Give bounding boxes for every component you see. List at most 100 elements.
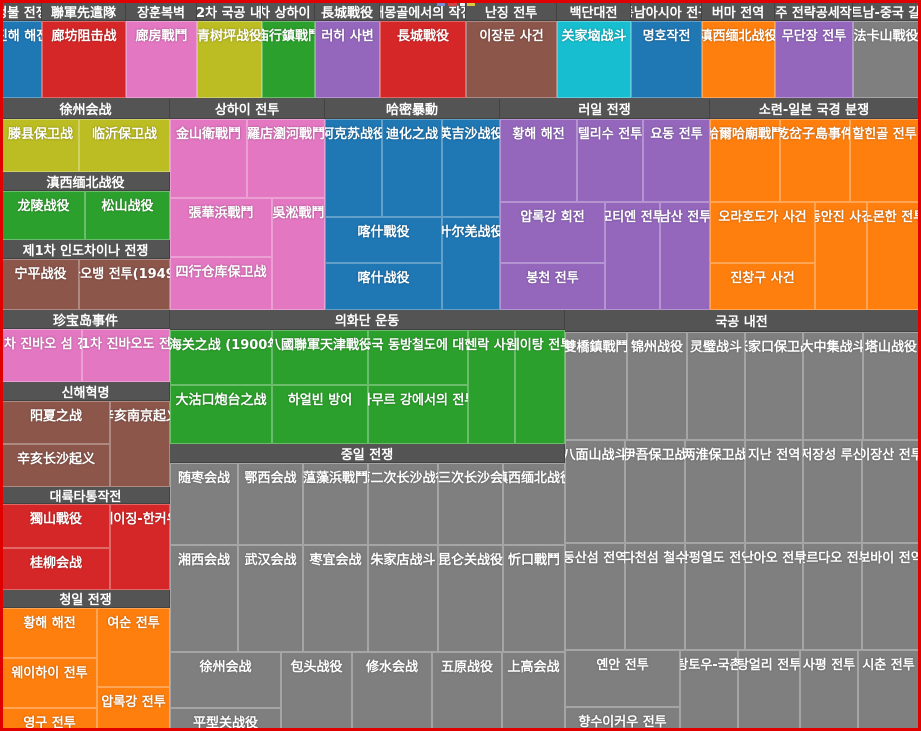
treemap-cell-喀什战役[interactable]: 喀什战役 bbox=[325, 263, 442, 310]
treemap-cell-鄂西会战[interactable]: 鄂西会战 bbox=[238, 463, 303, 545]
treemap-cell-시춘-전투[interactable]: 시춘 전투 bbox=[858, 650, 919, 729]
treemap-cell-모티엔-전투[interactable]: 모티엔 전투 bbox=[605, 202, 660, 310]
treemap-cell-滇西缅北战役[interactable]: 滇西缅北战役 bbox=[503, 463, 565, 545]
treemap-cell-雙橋鎮戰鬥[interactable]: 雙橋鎮戰鬥 bbox=[565, 332, 627, 440]
treemap-cell-진해-해전[interactable]: 진해 해전 bbox=[2, 21, 42, 98]
treemap-cell-宁平战役[interactable]: 宁平战役 bbox=[2, 259, 79, 310]
treemap-cell-四行仓库保卫战[interactable]: 四行仓库保卫战 bbox=[170, 257, 272, 310]
treemap-cell-廊房戰鬥[interactable]: 廊房戰鬥 bbox=[126, 21, 197, 98]
treemap-cell-桂柳会战[interactable]: 桂柳会战 bbox=[2, 548, 110, 590]
treemap-cell-제1차-진바오도-전투[interactable]: 제1차 진바오도 전투 bbox=[82, 329, 170, 382]
group-header-국공-내전[interactable]: 국공 내전 bbox=[565, 310, 919, 332]
treemap-cell-탕얼리-전투[interactable]: 탕얼리 전투 bbox=[738, 650, 800, 729]
treemap-cell-湘西会战[interactable]: 湘西会战 bbox=[170, 545, 238, 652]
treemap-cell-황해-해전[interactable]: 황해 해전 bbox=[2, 608, 97, 658]
group-header-徐州会战[interactable]: 徐州会战 bbox=[2, 99, 170, 119]
group-header-長城戰役[interactable]: 長城戰役 bbox=[315, 2, 380, 21]
treemap-cell-중국-동방철도에-대한[interactable]: 중국 동방철도에 대한 bbox=[368, 330, 468, 385]
treemap-cell-廊坊阻击战[interactable]: 廊坊阻击战 bbox=[42, 21, 126, 98]
group-header-哈密暴動[interactable]: 哈密暴動 bbox=[325, 99, 500, 119]
treemap-cell-庙行鎮戰鬥[interactable]: 庙行鎮戰鬥 bbox=[262, 21, 315, 98]
group-header-내몽골에서의-작전[interactable]: 내몽골에서의 작전 bbox=[380, 2, 466, 21]
treemap-cell-平型关战役[interactable]: 平型关战役 bbox=[170, 708, 281, 729]
treemap-cell-남산-전투[interactable]: 남산 전투 bbox=[660, 202, 710, 310]
treemap-cell-하얼빈-방어[interactable]: 하얼빈 방어 bbox=[272, 385, 368, 444]
treemap-cell-随枣会战[interactable]: 随枣会战 bbox=[170, 463, 238, 545]
treemap-cell-上高会战[interactable]: 上高会战 bbox=[502, 652, 565, 729]
treemap-cell-忻口戰鬥[interactable]: 忻口戰鬥 bbox=[503, 545, 565, 652]
treemap-cell-무단장-전투[interactable]: 무단장 전투 bbox=[775, 21, 853, 98]
treemap-cell-베이탕-전투[interactable]: 베이탕 전투 bbox=[515, 330, 565, 444]
treemap-cell-봉천-전투[interactable]: 봉천 전투 bbox=[500, 263, 605, 310]
group-header-제1차-인도차이나-전쟁[interactable]: 제1차 인도차이나 전쟁 bbox=[2, 240, 170, 259]
treemap-cell-탕토우-국촌[interactable]: 탕토우-국촌 bbox=[680, 650, 738, 729]
group-header-제2차-국공-내전[interactable]: 제2차 국공 내전 bbox=[197, 2, 262, 21]
treemap-cell-다천섬-철수[interactable]: 다천섬 철수 bbox=[625, 543, 685, 650]
group-header-청불-전쟁[interactable]: 청불 전쟁 bbox=[2, 2, 42, 21]
group-header-소련-일본-국경-분쟁[interactable]: 소련-일본 국경 분쟁 bbox=[710, 99, 919, 119]
treemap-cell-昆仑关战役[interactable]: 昆仑关战役 bbox=[438, 545, 503, 652]
treemap-cell-修水会战[interactable]: 修水会战 bbox=[352, 652, 432, 729]
group-header-滇西缅北战役[interactable]: 滇西缅北战役 bbox=[2, 172, 170, 191]
treemap-cell-옌안-전투[interactable]: 옌안 전투 bbox=[565, 650, 680, 707]
treemap-cell-동안진-사건[interactable]: 동안진 사건 bbox=[815, 202, 867, 310]
treemap-cell-차오뱅-전투-1949[interactable]: 차오뱅 전투(1949) bbox=[79, 259, 170, 310]
group-header-장훈복벽[interactable]: 장훈복벽 bbox=[126, 2, 197, 21]
treemap-cell-張華浜戰鬥[interactable]: 張華浜戰鬥 bbox=[170, 198, 272, 257]
treemap-cell-徐州会战[interactable]: 徐州会战 bbox=[170, 652, 281, 708]
group-header-버마-전역[interactable]: 버마 전역 bbox=[702, 2, 775, 21]
treemap-cell-临沂保卫战[interactable]: 临沂保卫战 bbox=[79, 119, 170, 172]
treemap-cell-텔리수-전투[interactable]: 텔리수 전투 bbox=[577, 119, 643, 202]
treemap-cell-山海关之战-1900年[interactable]: 山海关之战 (1900年) bbox=[170, 330, 272, 385]
treemap-cell-五原战役[interactable]: 五原战役 bbox=[432, 652, 502, 729]
treemap-cell-大沽口炮台之战[interactable]: 大沽口炮台之战 bbox=[170, 385, 272, 444]
group-header-聯軍先遣隊[interactable]: 聯軍先遣隊 bbox=[42, 2, 126, 21]
treemap-cell-사평-전투[interactable]: 사평 전투 bbox=[800, 650, 858, 729]
treemap-cell-獨山戰役[interactable]: 獨山戰役 bbox=[2, 504, 110, 548]
treemap-cell-迪化之战[interactable]: 迪化之战 bbox=[382, 119, 442, 217]
treemap-cell-진창구-사건[interactable]: 진창구 사건 bbox=[710, 263, 815, 310]
treemap-cell-보바이-전역[interactable]: 보바이 전역 bbox=[862, 543, 919, 650]
treemap-cell-阿克苏战役[interactable]: 阿克苏战役 bbox=[325, 119, 382, 217]
group-header-제1차-상하이-사변[interactable]: 제1차 상하이 사변 bbox=[262, 2, 315, 21]
treemap-cell-滇西缅北战役[interactable]: 滇西缅北战役 bbox=[702, 21, 775, 98]
treemap-cell-第三次长沙会战[interactable]: 第三次长沙会战 bbox=[438, 463, 503, 545]
treemap-cell-향수이커우-전투[interactable]: 향수이커우 전투 bbox=[565, 707, 680, 729]
treemap-cell-둥산섬-전역[interactable]: 둥산섬 전역 bbox=[565, 543, 625, 650]
treemap-cell-압록강-전투[interactable]: 압록강 전투 bbox=[97, 687, 170, 729]
group-header-베트남-중국-갈등[interactable]: 베트남-중국 갈등 bbox=[853, 2, 919, 21]
treemap-cell-여순-전투[interactable]: 여순 전투 bbox=[97, 608, 170, 687]
treemap-cell-노몬한-전투[interactable]: 노몬한 전투 bbox=[867, 202, 919, 310]
treemap-cell-辛亥南京起义[interactable]: 辛亥南京起义 bbox=[110, 401, 170, 487]
treemap-cell-羅店瀏河戰鬥[interactable]: 羅店瀏河戰鬥 bbox=[247, 119, 325, 198]
treemap-cell-关家垴战斗[interactable]: 关家垴战斗 bbox=[557, 21, 631, 98]
treemap-cell-喀什戰役[interactable]: 喀什戰役 bbox=[325, 217, 442, 263]
group-header-만주-전략공세작전[interactable]: 만주 전략공세작전 bbox=[775, 2, 853, 21]
treemap-cell-叶尔羌战役[interactable]: 叶尔羌战役 bbox=[442, 217, 500, 310]
treemap-cell-两淮保卫战[interactable]: 两淮保卫战 bbox=[685, 440, 745, 543]
treemap-cell-난펑열도-전역[interactable]: 난펑열도 전역 bbox=[685, 543, 745, 650]
treemap-cell-압록강-회전[interactable]: 압록강 회전 bbox=[500, 202, 605, 263]
treemap-cell-法卡山戰役[interactable]: 法卡山戰役 bbox=[853, 21, 919, 98]
treemap-cell-金山衛戰鬥[interactable]: 金山衛戰鬥 bbox=[170, 119, 247, 198]
treemap-cell-伊吾保卫战[interactable]: 伊吾保卫战 bbox=[625, 440, 685, 543]
group-header-동남아시아-전구[interactable]: 동남아시아 전구 bbox=[631, 2, 702, 21]
treemap-cell-张家口保卫战[interactable]: 张家口保卫战 bbox=[745, 332, 803, 440]
treemap-cell-滕县保卫战[interactable]: 滕县保卫战 bbox=[2, 119, 79, 172]
treemap-cell-武汉会战[interactable]: 武汉会战 bbox=[238, 545, 303, 652]
treemap-cell-웨이하이-전투[interactable]: 웨이하이 전투 bbox=[2, 658, 97, 708]
treemap-cell-第二次长沙战役[interactable]: 第二次长沙战役 bbox=[368, 463, 438, 545]
treemap-cell-제2차-진바오-섬-전투[interactable]: 제2차 진바오 섬 전투 bbox=[2, 329, 82, 382]
treemap-cell-灵璧战斗[interactable]: 灵璧战斗 bbox=[687, 332, 745, 440]
treemap-cell-이장문-사건[interactable]: 이장문 사건 bbox=[466, 21, 557, 98]
treemap-cell-이장산-전투[interactable]: 이장산 전투 bbox=[862, 440, 919, 543]
treemap-cell-包头战役[interactable]: 包头战役 bbox=[281, 652, 352, 729]
treemap-cell-辛亥长沙起义[interactable]: 辛亥长沙起义 bbox=[2, 444, 110, 487]
treemap-cell-塔山战役[interactable]: 塔山战役 bbox=[863, 332, 919, 440]
treemap-cell-난아오-전투[interactable]: 난아오 전투 bbox=[745, 543, 803, 650]
treemap-cell-大中集战斗[interactable]: 大中集战斗 bbox=[803, 332, 863, 440]
treemap-cell-龙陵战役[interactable]: 龙陵战役 bbox=[2, 191, 85, 240]
treemap-cell-吳淞戰鬥[interactable]: 吳淞戰鬥 bbox=[272, 198, 325, 310]
treemap-cell-센락-사원[interactable]: 센락 사원 bbox=[468, 330, 515, 444]
group-header-珍宝岛事件[interactable]: 珍宝岛事件 bbox=[2, 310, 170, 329]
